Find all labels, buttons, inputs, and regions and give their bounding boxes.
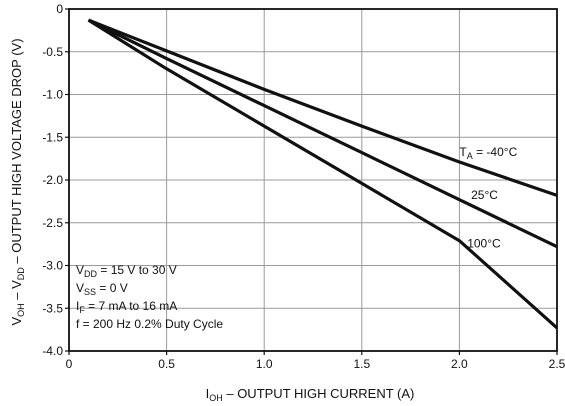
x-tick-label: 2.5 [549,357,565,371]
condition-line-2: VSS = 0 V [76,281,128,297]
y-tick-label: -1.5 [42,130,63,144]
x-tick-label: 0 [66,357,73,371]
x-axis-title: IOH – OUTPUT HIGH CURRENT (A) [206,386,415,403]
series-labels: TA = -40°C 25°C 100°C [459,145,517,250]
y-axis-title: VOH – VDD – OUTPUT HIGH VOLTAGE DROP (V) [9,38,26,325]
x-tick-label: 1.5 [353,357,370,371]
y-tick-label: -2.5 [42,216,63,230]
y-axis-title-s2: DD [16,267,26,280]
series-line-3 [87,18,559,330]
condition-line-4: f = 200 Hz 0.2% Duty Cycle [76,317,223,331]
series-line-2 [87,18,558,249]
y-axis-title-s1: OH [16,303,26,317]
conditions-box: VDD = 15 V to 30 V VSS = 0 V IF = 7 mA to … [76,263,223,331]
series-label-1: TA = -40°C [459,145,517,161]
condition-line-3: IF = 7 mA to 16 mA [76,299,177,315]
y-tick-label: -3.5 [42,301,63,315]
y-tick-label: -1.0 [42,88,63,102]
grid [69,9,557,351]
x-tick-label: 0.5 [158,357,175,371]
y-tick-label: -2.0 [42,173,63,187]
series-line-1 [87,18,558,197]
x-axis-title-main: I [206,386,210,401]
series-lines [87,18,559,330]
x-tick-label: 1.0 [256,357,273,371]
y-axis-title-p2: – V [9,280,24,303]
x-tick-label: 2.0 [451,357,468,371]
y-tick-label: -0.5 [42,45,63,59]
y-tick-label: -4.0 [42,344,63,358]
x-axis-title-rest: – OUTPUT HIGH CURRENT (A) [223,386,415,401]
y-tick-label: 0 [56,2,63,16]
y-axis-title-p3: – OUTPUT HIGH VOLTAGE DROP (V) [9,38,24,267]
x-axis-ticks: 0 0.5 1.0 1.5 2.0 2.5 [66,351,565,371]
series-label-3: 100°C [467,237,501,251]
y-tick-label: -3.0 [42,259,63,273]
y-axis-title-p1: V [9,317,24,326]
y-axis-ticks: 0 -0.5 -1.0 -1.5 -2.0 -2.5 -3.0 -3.5 -4.0 [42,2,69,358]
x-axis-title-sub: OH [209,393,223,403]
condition-line-1: VDD = 15 V to 30 V [76,263,177,279]
series-label-2: 25°C [471,188,498,202]
